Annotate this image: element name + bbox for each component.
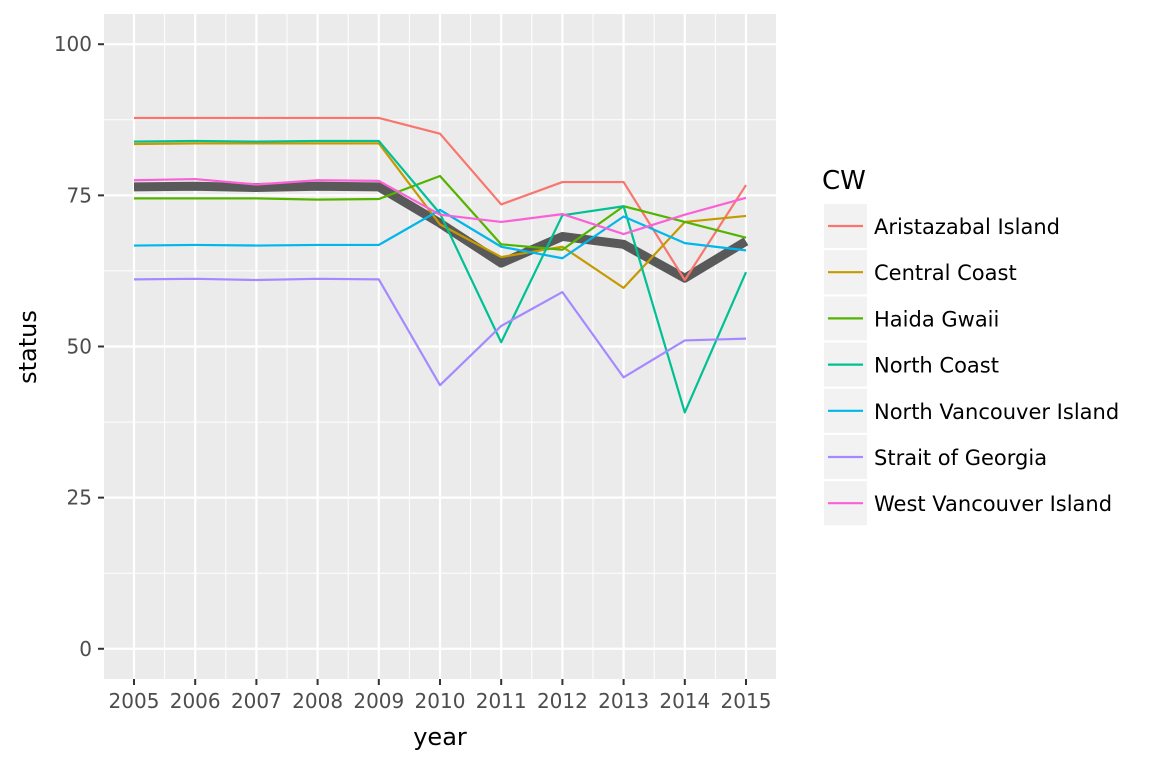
series-line-west-vancouver-island [133, 177, 747, 236]
legend-label-north-vancouver-island: North Vancouver Island [874, 400, 1119, 424]
legend-label-aristazabal-island: Aristazabal Island [874, 215, 1060, 239]
x-tick-label: 2015 [721, 689, 772, 713]
x-tick-label: 2008 [292, 689, 343, 713]
x-tick-label: 2011 [476, 689, 527, 713]
legend-label-strait-of-georgia: Strait of Georgia [874, 446, 1047, 470]
y-tick-label: 0 [79, 637, 92, 661]
legend-title: CW [822, 166, 866, 196]
legend-label-west-vancouver-island: West Vancouver Island [874, 492, 1112, 516]
x-axis: 2005 2006 2007 2008 2009 2010 2011 2012 2013 2014… [109, 679, 772, 713]
x-tick-label: 2009 [353, 689, 404, 713]
x-tick-label: 2010 [415, 689, 466, 713]
grid-major [104, 14, 776, 679]
x-tick-label: 2014 [659, 689, 710, 713]
y-tick-label: 25 [67, 486, 92, 510]
y-tick-label: 50 [67, 335, 92, 359]
series-line-central-coast [133, 142, 747, 289]
legend: CW Aristazabal Island Central Coast Haida … [822, 166, 1119, 526]
x-tick-label: 2013 [598, 689, 649, 713]
series-lines [133, 116, 749, 414]
x-axis-title: year [413, 723, 467, 751]
legend-label-north-coast: North Coast [874, 354, 999, 378]
y-tick-label: 75 [67, 183, 92, 207]
series-line-aristazabal-island [134, 116, 747, 282]
x-tick-label: 2007 [231, 689, 282, 713]
x-tick-label: 2005 [109, 689, 160, 713]
y-tick-label: 100 [54, 32, 92, 56]
y-axis-title: status [14, 310, 42, 384]
legend-label-central-coast: Central Coast [874, 261, 1017, 285]
series-line-north-vancouver-island [133, 208, 747, 260]
series-line-haida-gwaii [134, 174, 747, 251]
series-line-strait-of-georgia [133, 277, 747, 387]
y-axis: 0 25 50 75 100 [54, 32, 104, 661]
x-tick-label: 2006 [170, 689, 221, 713]
x-tick-label: 2012 [537, 689, 588, 713]
legend-label-haida-gwaii: Haida Gwaii [874, 307, 999, 331]
